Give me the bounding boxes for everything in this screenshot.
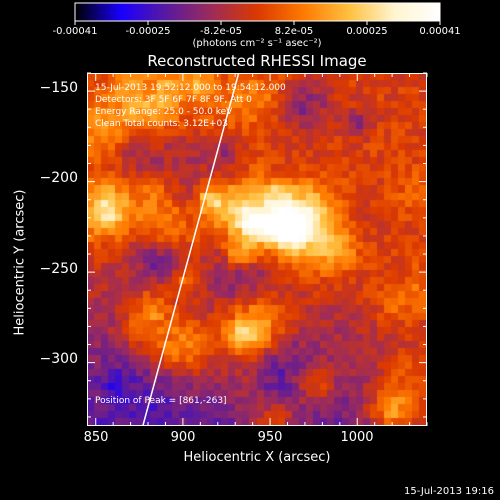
colorbar-label: 8.2e-05 [274, 26, 314, 37]
colorbar-unit: (photons cm⁻² s⁻¹ asec⁻²) [192, 38, 322, 49]
colorbar-ticks [74, 2, 441, 25]
plot-timestamp: 15-Jul-2013 19:16 [403, 486, 494, 497]
colorbar-label: -8.2e-05 [200, 26, 242, 37]
y-tick-label: −150 [39, 80, 78, 96]
counts-annotation: Clean Total counts: 3.12E+03 [95, 119, 228, 129]
y-tick-label: −300 [39, 351, 78, 367]
colorbar-label: 0.00025 [346, 26, 388, 37]
x-tick-label: 850 [83, 430, 109, 445]
detectors-annotation: Detectors: 3F 5F 6F 7F 8F 9F, Att 0 [95, 95, 252, 105]
time-range-annotation: 15-Jul-2013 19:52:12.000 to 19:54:12.000 [95, 83, 286, 93]
x-tick-label: 950 [257, 430, 283, 445]
colorbar-label: 0.00041 [419, 26, 461, 37]
y-axis-label: Heliocentric Y (arcsec) [12, 189, 28, 336]
x-tick-label: 900 [170, 430, 196, 445]
colorbar [75, 3, 440, 21]
peak-position-annotation: Position of Peak = [861,-263] [95, 396, 227, 406]
colorbar-frame [74, 2, 441, 22]
colorbar-label: -0.00041 [52, 26, 98, 37]
y-tick-label: −200 [39, 170, 78, 186]
chart-title: Reconstructed RHESSI Image [147, 52, 367, 70]
y-tick-label: −250 [39, 261, 78, 277]
plot-area: 15-Jul-2013 19:52:12.000 to 19:54:12.000… [87, 73, 427, 426]
energy-range-annotation: Energy Range: 25.0 - 50.0 keV [95, 107, 233, 117]
solar-limb-line [142, 73, 240, 426]
colorbar-label: -0.00025 [125, 26, 171, 37]
plot-overlay [142, 73, 240, 426]
heatmap-image [87, 73, 427, 426]
x-tick-label: 1000 [340, 430, 374, 445]
x-axis-label: Heliocentric X (arcsec) [183, 450, 331, 465]
